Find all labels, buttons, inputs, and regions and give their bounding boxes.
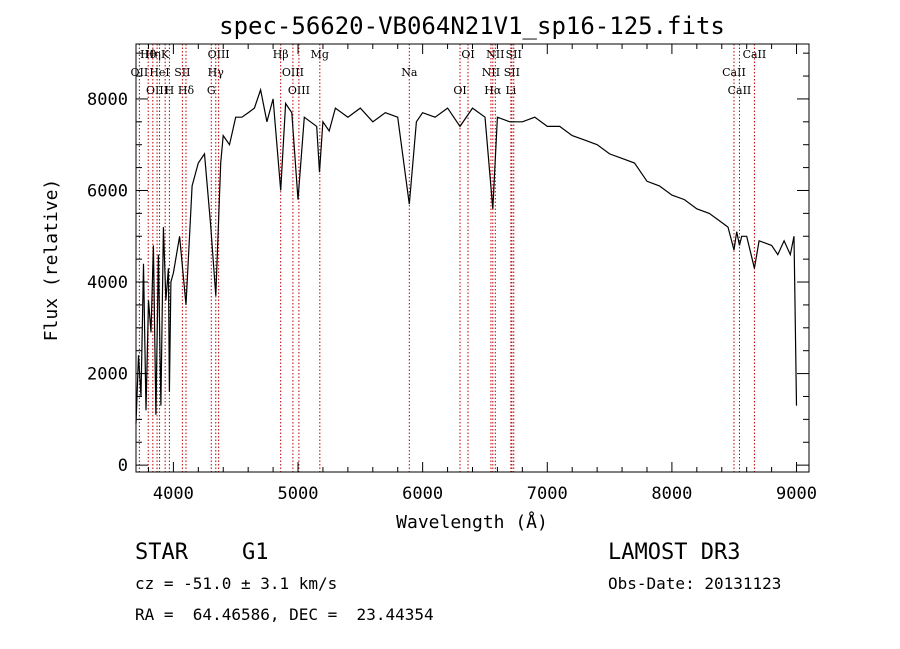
x-tick-label: 5000 [278,484,319,504]
line-label: OIII [282,66,304,79]
line-label: Na [401,66,418,79]
x-tick-label: 9000 [776,484,817,504]
line-label: OI [453,84,466,97]
line-label: HeI [149,66,169,79]
chart-title: spec-56620-VB064N21V1_sp16-125.fits [219,12,725,40]
line-label: SII [174,66,190,79]
spectrum-series [135,87,798,424]
y-tick-label: 0 [118,456,128,476]
line-label: Hγ [208,66,225,79]
y-tick-label: 8000 [87,90,128,110]
object-subclass: G1 [242,540,269,565]
line-label: Hα [484,84,502,97]
line-label: Hη [145,48,161,61]
line-label: CaII [743,48,767,61]
y-axis-label: Flux (relative) [41,179,62,342]
line-label: Mg [311,48,329,61]
observation-date: Obs-Date: 20131123 [608,574,782,593]
x-axis-label: Wavelength (Å) [396,511,548,533]
line-label: G [207,84,216,97]
line-label: NII [486,48,504,61]
line-label: OIII [288,84,310,97]
line-label: CaII [722,66,746,79]
line-label: NII [482,66,500,79]
line-label: Hβ [273,48,289,61]
line-label: SII [506,48,522,61]
axes: 4000 5000 6000 7000 8000 9000 0 2000 4000 6000 800… [87,44,817,504]
line-label: OIII [208,48,230,61]
spectrum-line [135,87,798,424]
line-label: K [161,48,170,61]
x-tick-label: 7000 [527,484,568,504]
coordinates: RA = 64.46586, DEC = 23.44354 [135,605,434,624]
line-label: CaII [728,84,752,97]
x-tick-label: 8000 [651,484,692,504]
line-label: SII [504,66,520,79]
line-label: OII [131,66,149,79]
line-label: H [165,84,175,97]
line-label: OIII [146,84,168,97]
line-label: Li [505,84,516,97]
line-label: OI [461,48,474,61]
object-class: STAR [135,540,188,565]
x-tick-label: 4000 [153,484,194,504]
spectral-line-markers: HθOIIOIIIKHeIHHηSIIHδOIIIHγGHβOIIIOIIIMg… [131,44,767,472]
survey-name: LAMOST DR3 [608,540,741,565]
y-tick-label: 4000 [87,273,128,293]
y-tick-label: 6000 [87,181,128,201]
y-tick-label: 2000 [87,365,128,385]
line-label: Hδ [178,84,195,97]
redshift-velocity: cz = -51.0 ± 3.1 km/s [135,574,338,593]
x-tick-label: 6000 [402,484,443,504]
